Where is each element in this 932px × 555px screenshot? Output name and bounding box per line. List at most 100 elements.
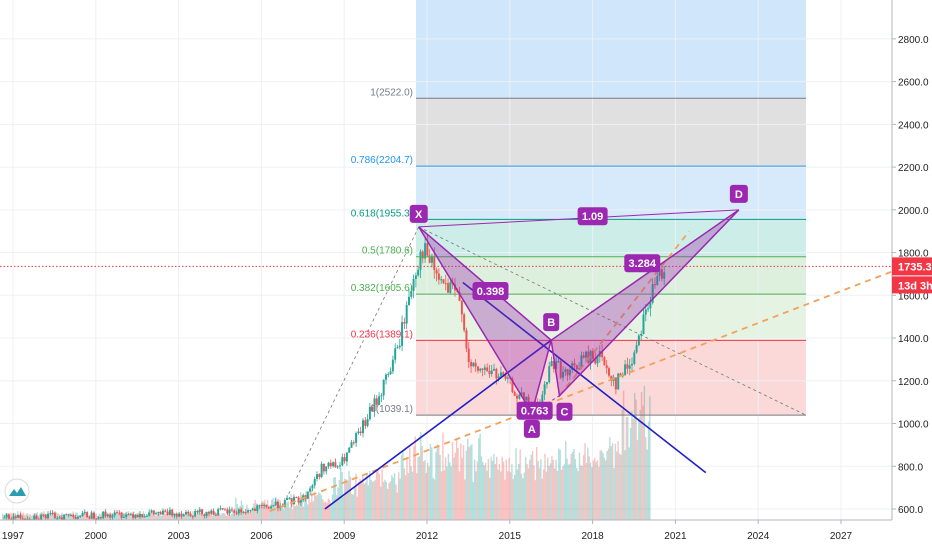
candle-body [93,512,96,519]
volume-bar [70,515,73,520]
volume-bar [527,468,530,520]
volume-bar [462,445,465,520]
candle-body [65,514,68,516]
candle-body [394,348,397,360]
volume-bar [393,472,396,520]
volume-bar [468,447,470,520]
volume-bar [363,483,365,520]
candle-body [17,514,20,518]
candle-body [428,255,431,263]
volume-bar [316,495,318,520]
volume-bar [105,515,107,520]
volume-bar [217,513,219,520]
candle-body [359,431,362,434]
volume-bar [407,472,410,520]
candle-body [396,347,399,349]
candle-body [352,442,355,444]
time-tick-label: 2027 [830,531,853,542]
volume-bar [496,456,498,520]
candle-body [410,291,413,297]
volume-bar [344,478,346,520]
candle-body [56,518,59,520]
point-label-x: X [415,209,423,221]
volume-bar [410,466,412,520]
candle-body [150,510,153,513]
volume-bar [355,473,357,520]
volume-bar [293,494,295,520]
candle-body [339,465,342,467]
volume-bar [609,437,611,520]
candle-body [191,516,194,518]
volume-bar [427,462,429,520]
price-tick-label: 1400.0 [898,334,929,345]
candle-body [389,371,392,375]
volume-bar [148,514,150,520]
volume-bar [629,427,632,520]
volume-bar [643,385,646,520]
volume-bar [380,486,382,520]
candle-body [607,368,610,376]
candle-body [95,518,98,520]
volume-bar [545,471,548,520]
volume-bar [273,503,276,520]
volume-bar [634,392,636,520]
time-tick-label: 2003 [167,531,190,542]
candle-body [499,372,502,377]
candle-body [578,368,581,370]
volume-bar [373,481,375,520]
candle-body [430,255,433,263]
candle-body [382,379,385,396]
candle-body [568,369,571,376]
candle-body [189,513,192,517]
volume-bar [229,515,232,520]
candle-body [329,462,332,467]
volume-bar [59,514,62,520]
candle-body [371,407,374,412]
volume-bar [483,465,485,520]
volume-bar [531,451,534,520]
volume-bar [537,460,539,520]
volume-bar [261,500,263,520]
volume-bar [306,504,309,520]
candle-body [120,512,123,518]
blue-trendline [324,339,552,510]
price-tick-label: 600.0 [898,505,923,516]
volume-bar [610,446,612,520]
candle-body [580,355,583,369]
candle-body [113,512,116,516]
candle-body [141,513,144,518]
candle-body [440,279,443,281]
volume-bar [438,446,440,520]
candle-body [336,466,339,468]
volume-bar [250,510,252,520]
candle-body [467,348,470,363]
candle-body [205,511,208,517]
volume-bar [551,456,553,520]
volume-bar [208,511,211,520]
volume-bar [497,469,499,520]
volume-bar [507,471,509,520]
volume-bar [48,514,51,520]
candle-body [67,514,70,516]
candle-body [520,392,523,395]
volume-bar [55,512,58,520]
blue-trendline [462,281,707,474]
fib-level-label: 0.786(2204.7) [351,155,413,166]
candle-body [398,345,401,348]
time-tick-label: 2009 [333,531,356,542]
candle-body [488,370,491,374]
volume-bar [484,462,487,520]
volume-bar [382,481,385,520]
volume-bar [83,511,85,520]
candle-body [571,363,574,370]
candle-body [624,364,627,376]
volume-bar [398,472,400,520]
volume-bar [87,515,89,520]
candle-body [12,516,15,521]
candle-body [88,517,91,519]
point-label-a-bg [523,419,540,438]
volume-bar [98,513,100,520]
candle-body [518,394,521,399]
